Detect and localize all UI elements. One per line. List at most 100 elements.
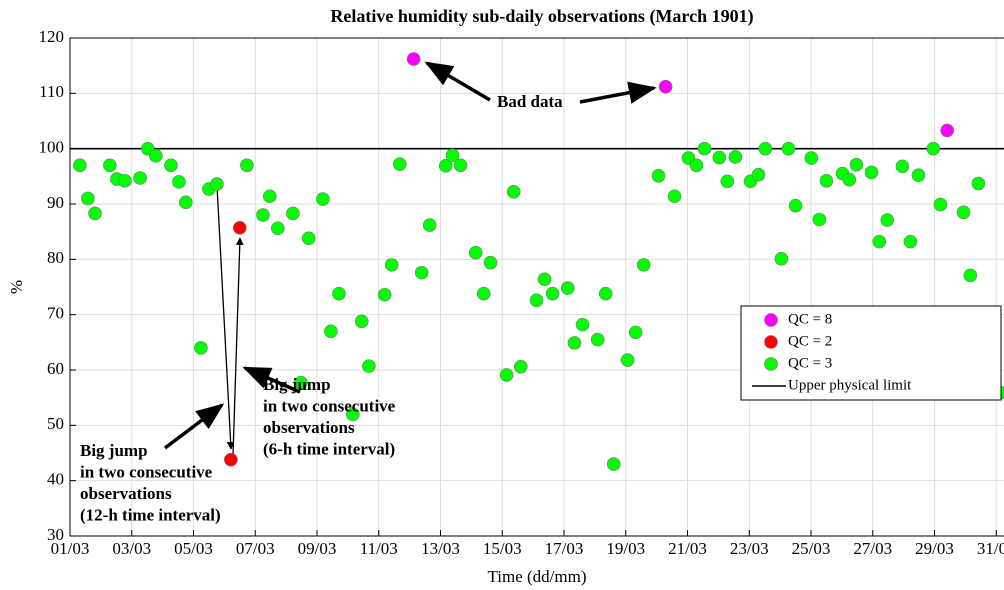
annotation: Bad data bbox=[497, 92, 563, 111]
point bbox=[476, 286, 491, 301]
x-tick-label: 25/03 bbox=[792, 539, 831, 558]
point bbox=[940, 123, 954, 138]
arrow bbox=[163, 403, 225, 450]
x-tick-label: 31/03 bbox=[977, 539, 1004, 558]
legend-label: QC = 2 bbox=[788, 333, 832, 349]
point bbox=[513, 359, 528, 374]
point bbox=[903, 234, 918, 249]
point bbox=[210, 177, 224, 191]
point bbox=[118, 173, 132, 188]
point bbox=[406, 52, 421, 66]
y-tick-label: 30 bbox=[47, 525, 64, 544]
x-tick-label: 09/03 bbox=[298, 539, 337, 558]
point bbox=[392, 157, 407, 171]
legend-label: QC = 8 bbox=[788, 311, 832, 327]
point bbox=[620, 353, 635, 367]
point bbox=[545, 286, 560, 301]
annotation: Big jump bbox=[263, 375, 331, 394]
point bbox=[720, 174, 735, 189]
point bbox=[575, 317, 590, 332]
point bbox=[414, 265, 429, 280]
axes-box bbox=[69, 37, 1004, 537]
point bbox=[933, 197, 948, 212]
point bbox=[864, 165, 879, 180]
arrow bbox=[579, 81, 657, 104]
point bbox=[537, 272, 552, 287]
point bbox=[103, 158, 117, 173]
point bbox=[911, 168, 926, 183]
point bbox=[301, 231, 316, 246]
point bbox=[224, 452, 238, 467]
point bbox=[971, 176, 986, 191]
x-tick-label: 15/03 bbox=[483, 539, 522, 558]
point bbox=[712, 150, 727, 165]
x-tick-label: 29/03 bbox=[915, 539, 954, 558]
jump-arrow bbox=[232, 237, 244, 456]
x-tick-label: 03/03 bbox=[112, 539, 151, 558]
point bbox=[689, 158, 704, 173]
point bbox=[483, 255, 498, 270]
x-tick-label: 27/03 bbox=[853, 539, 892, 558]
y-tick-label: 60 bbox=[47, 359, 64, 378]
point bbox=[324, 324, 338, 339]
arrow bbox=[242, 366, 301, 394]
point bbox=[377, 287, 392, 302]
annotation: in two consecutive bbox=[80, 462, 213, 481]
point bbox=[628, 325, 643, 340]
x-tick-label: 17/03 bbox=[545, 539, 584, 558]
point bbox=[499, 368, 514, 382]
point bbox=[438, 159, 453, 173]
labels: Relative humidity sub-daily observations… bbox=[7, 6, 1004, 586]
point bbox=[133, 171, 147, 185]
annotation: observations bbox=[263, 418, 355, 437]
point bbox=[445, 148, 460, 163]
point bbox=[758, 141, 773, 156]
point bbox=[468, 245, 483, 260]
points bbox=[73, 52, 1004, 471]
y-tick-label: 40 bbox=[47, 470, 64, 489]
point bbox=[240, 158, 254, 173]
point bbox=[453, 158, 468, 173]
point bbox=[872, 234, 887, 249]
legend: QC = 8 QC = 2 QC = 3 Upper physical limit bbox=[740, 305, 1002, 401]
point bbox=[88, 206, 102, 221]
point bbox=[804, 151, 819, 165]
legend-marker bbox=[764, 357, 778, 371]
y-tick-label: 50 bbox=[47, 414, 64, 433]
point bbox=[178, 195, 193, 210]
point bbox=[506, 185, 521, 199]
point bbox=[164, 158, 178, 173]
point bbox=[819, 173, 834, 188]
x-tick-label: 01/03 bbox=[51, 539, 90, 558]
y-tick-label: 120 bbox=[39, 27, 65, 46]
point bbox=[529, 293, 544, 308]
point bbox=[294, 375, 308, 390]
point bbox=[256, 208, 270, 222]
point bbox=[286, 206, 300, 221]
legend-marker bbox=[764, 335, 778, 349]
point bbox=[606, 457, 621, 471]
point bbox=[270, 221, 285, 236]
point bbox=[262, 189, 277, 204]
point bbox=[751, 167, 766, 182]
jump-arrow bbox=[216, 185, 235, 450]
annotation: in two consecutive bbox=[263, 396, 396, 415]
point bbox=[842, 172, 857, 187]
point bbox=[362, 359, 376, 373]
point bbox=[849, 157, 864, 172]
point bbox=[963, 268, 978, 283]
y-tick-label: 110 bbox=[39, 82, 64, 101]
x-tick-label: 21/03 bbox=[668, 539, 707, 558]
point bbox=[774, 251, 789, 266]
grid bbox=[69, 37, 1004, 537]
y-tick-label: 80 bbox=[47, 248, 64, 267]
point bbox=[658, 79, 673, 94]
point bbox=[728, 150, 743, 164]
point bbox=[598, 286, 613, 301]
point bbox=[895, 159, 910, 174]
arrow bbox=[424, 61, 491, 102]
point bbox=[781, 141, 796, 156]
point bbox=[567, 336, 582, 350]
point bbox=[332, 286, 346, 301]
